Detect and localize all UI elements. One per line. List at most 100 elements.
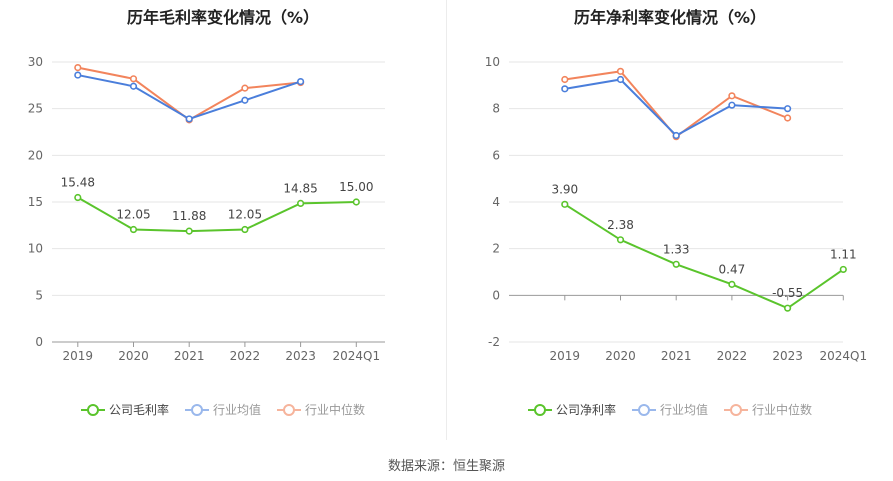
data-point[interactable] bbox=[241, 84, 249, 92]
y-tick-label: 0 bbox=[35, 335, 43, 349]
data-point[interactable] bbox=[74, 71, 82, 79]
x-tick-label: 2022 bbox=[230, 349, 261, 363]
data-label: 1.33 bbox=[663, 242, 690, 256]
legend-line-circle-icon bbox=[277, 403, 301, 417]
x-tick-label: 2023 bbox=[285, 349, 316, 363]
x-tick-label: 2020 bbox=[605, 349, 636, 363]
data-point[interactable] bbox=[185, 227, 193, 235]
data-label: 1.11 bbox=[830, 247, 857, 261]
data-point[interactable] bbox=[129, 82, 138, 90]
y-tick-label: 10 bbox=[28, 242, 43, 256]
legend-line-circle-icon bbox=[184, 403, 209, 417]
chart-legend: 公司净利率 行业均值 行业中位数 bbox=[447, 401, 893, 418]
series-line bbox=[564, 203, 844, 310]
series-line bbox=[77, 74, 301, 121]
net-margin-chart-panel: 历年净利率变化情况（%） -2 0 2 4 6 8 10 2019 2020 2021 2022 20… bbox=[447, 0, 893, 440]
data-label: 12.05 bbox=[228, 208, 262, 222]
legend-line-circle-icon bbox=[724, 403, 748, 417]
x-tick-label: 2019 bbox=[550, 349, 581, 363]
data-point[interactable] bbox=[352, 198, 360, 206]
data-point[interactable] bbox=[241, 96, 249, 104]
data-point[interactable] bbox=[561, 75, 569, 84]
legend-label: 行业中位数 bbox=[305, 403, 366, 417]
y-tick-label: 20 bbox=[28, 148, 43, 162]
y-tick-label: 25 bbox=[28, 102, 43, 116]
data-label: 0.47 bbox=[719, 262, 746, 276]
data-point[interactable] bbox=[728, 92, 736, 100]
data-label: 12.05 bbox=[116, 208, 150, 222]
data-label: -0.55 bbox=[772, 286, 803, 300]
data-point[interactable] bbox=[297, 199, 305, 207]
data-label: 3.90 bbox=[551, 182, 578, 196]
y-tick-label: 4 bbox=[492, 195, 500, 209]
data-point[interactable] bbox=[784, 105, 792, 113]
net-margin-chart: -2 0 2 4 6 8 10 2019 2020 2021 2022 2023 2024Q1 3.90 2… bbox=[485, 55, 867, 363]
data-point[interactable] bbox=[616, 75, 625, 84]
y-tick-label: 6 bbox=[492, 148, 500, 162]
gross-margin-chart: 0 5 10 15 20 25 30 2019 2020 2021 2022 2023 2024Q1 15… bbox=[28, 55, 385, 363]
legend-label: 公司毛利率 bbox=[108, 403, 169, 417]
data-point[interactable] bbox=[185, 115, 193, 123]
data-point[interactable] bbox=[74, 193, 82, 202]
data-point[interactable] bbox=[728, 280, 736, 288]
legend-item-industry-mean[interactable]: 行业均值 bbox=[631, 401, 708, 418]
x-tick-label: 2023 bbox=[772, 349, 803, 363]
y-tick-label: 5 bbox=[35, 288, 43, 302]
gross-margin-chart-panel: 历年毛利率变化情况（%） 0 5 10 15 20 25 30 2019 2020 2021 202… bbox=[0, 0, 446, 440]
data-point[interactable] bbox=[784, 114, 792, 122]
legend-item-company[interactable]: 公司净利率 bbox=[527, 401, 616, 418]
legend-line-circle-icon bbox=[631, 403, 656, 417]
series-line bbox=[564, 70, 788, 139]
legend-label: 公司净利率 bbox=[555, 403, 616, 417]
data-label: 15.00 bbox=[339, 180, 373, 194]
legend-label: 行业中位数 bbox=[752, 403, 813, 417]
data-label: 2.38 bbox=[607, 218, 634, 232]
data-point[interactable] bbox=[616, 236, 625, 244]
legend-line-circle-icon bbox=[80, 403, 105, 417]
data-point[interactable] bbox=[784, 304, 792, 312]
y-tick-label: -2 bbox=[488, 335, 500, 349]
chart-title: 历年毛利率变化情况（%） bbox=[126, 8, 320, 27]
data-point[interactable] bbox=[672, 131, 680, 140]
legend-item-industry-median[interactable]: 行业中位数 bbox=[724, 401, 812, 418]
data-label: 14.85 bbox=[283, 181, 317, 195]
data-point[interactable] bbox=[297, 77, 305, 86]
data-point[interactable] bbox=[561, 85, 569, 93]
x-tick-label: 2021 bbox=[174, 349, 205, 363]
legend-label: 行业均值 bbox=[659, 403, 708, 417]
x-tick-label: 2024Q1 bbox=[332, 349, 380, 363]
data-label: 15.48 bbox=[61, 176, 95, 190]
legend-line-circle-icon bbox=[527, 403, 552, 417]
y-tick-label: 30 bbox=[28, 55, 43, 69]
x-tick-label: 2021 bbox=[661, 349, 692, 363]
legend-label: 行业均值 bbox=[212, 403, 261, 417]
data-point[interactable] bbox=[672, 260, 680, 268]
series-line bbox=[77, 196, 357, 233]
data-point[interactable] bbox=[129, 75, 138, 83]
x-tick-label: 2020 bbox=[118, 349, 149, 363]
data-point[interactable] bbox=[74, 63, 82, 72]
x-tick-label: 2022 bbox=[717, 349, 748, 363]
data-point[interactable] bbox=[129, 225, 138, 234]
data-source: 数据来源：恒生聚源 bbox=[387, 459, 505, 474]
y-tick-label: 2 bbox=[492, 242, 500, 256]
legend-item-company[interactable]: 公司毛利率 bbox=[80, 401, 169, 418]
x-tick-label: 2019 bbox=[63, 349, 94, 363]
y-tick-label: 10 bbox=[485, 55, 500, 69]
chart-title: 历年净利率变化情况（%） bbox=[573, 8, 767, 27]
data-point[interactable] bbox=[241, 225, 249, 234]
chart-legend: 公司毛利率 行业均值 行业中位数 bbox=[0, 401, 446, 418]
legend-item-industry-median[interactable]: 行业中位数 bbox=[277, 401, 365, 418]
y-tick-label: 15 bbox=[28, 195, 43, 209]
data-point[interactable] bbox=[616, 67, 625, 75]
y-tick-label: 8 bbox=[492, 102, 500, 116]
data-label: 11.88 bbox=[172, 209, 206, 223]
data-point[interactable] bbox=[839, 265, 847, 274]
data-point[interactable] bbox=[728, 101, 736, 109]
data-point[interactable] bbox=[561, 200, 569, 208]
series-line bbox=[564, 78, 788, 137]
y-tick-label: 0 bbox=[492, 288, 500, 302]
panel-divider bbox=[446, 0, 447, 440]
x-tick-label: 2024Q1 bbox=[819, 349, 867, 363]
legend-item-industry-mean[interactable]: 行业均值 bbox=[184, 401, 261, 418]
